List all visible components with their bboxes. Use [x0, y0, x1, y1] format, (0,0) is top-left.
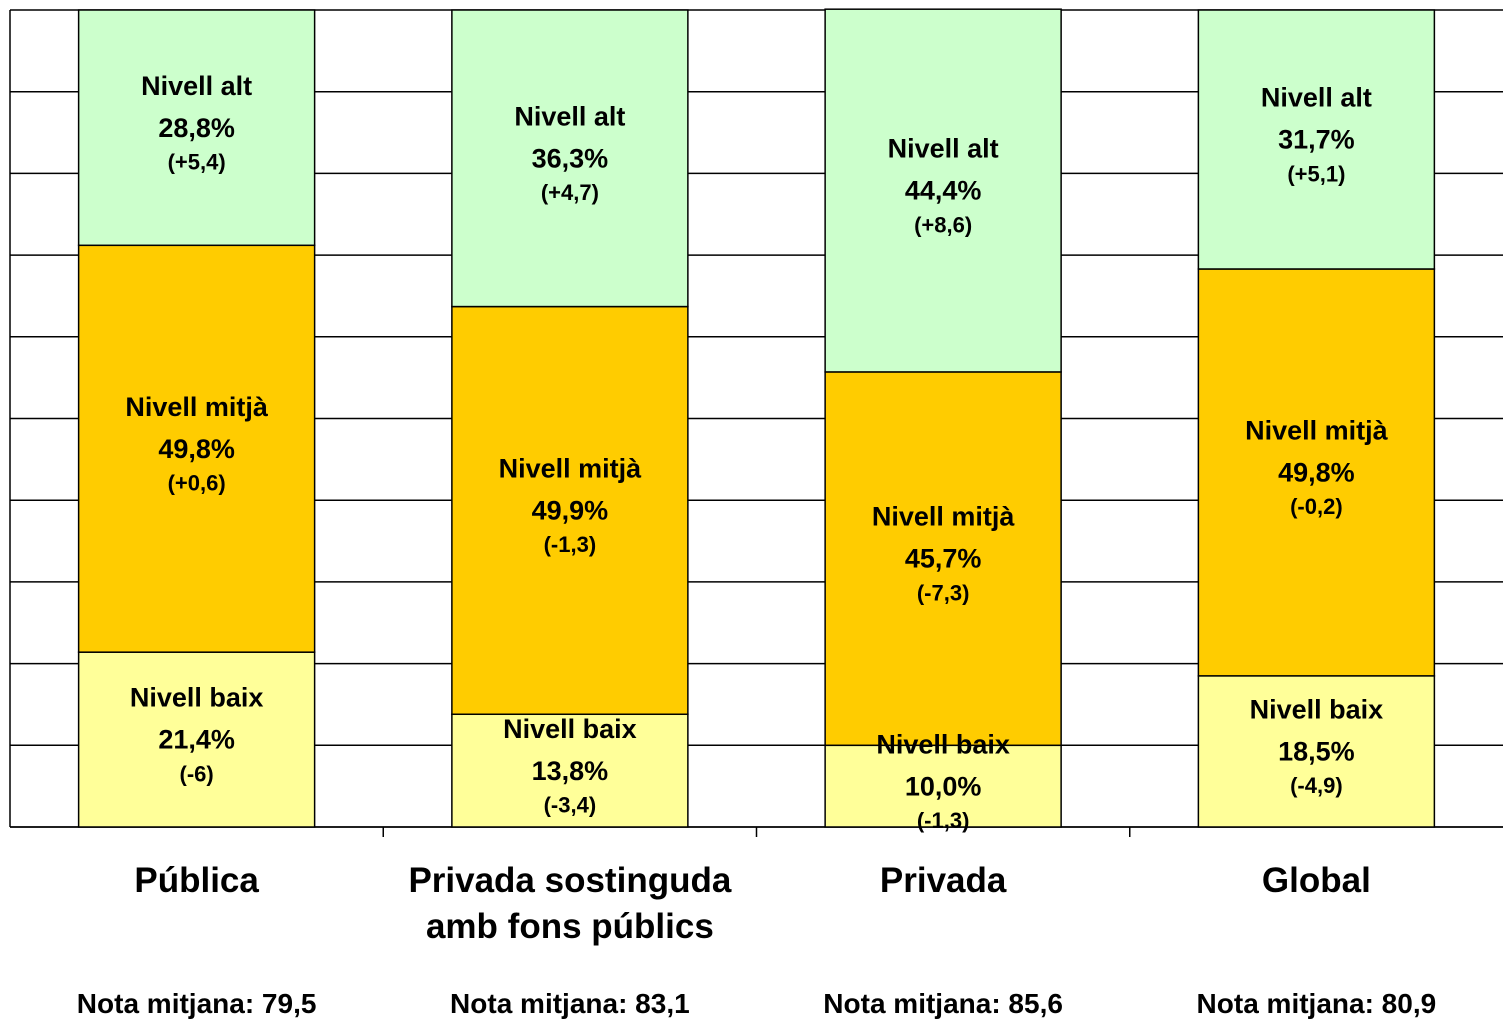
segment-name: Nivell mitjà — [499, 454, 643, 484]
change-label: (+0,6) — [168, 471, 226, 496]
segment-name: Nivell alt — [888, 134, 999, 164]
change-label: (-0,2) — [1290, 494, 1343, 519]
change-label: (+8,6) — [914, 212, 972, 237]
change-label: (-6) — [180, 761, 214, 786]
value-label: 13,8% — [532, 756, 609, 786]
x-tick-label: Privada — [879, 861, 1007, 900]
value-label: 21,4% — [158, 725, 235, 755]
bar-segment — [1197, 675, 1436, 828]
x-tick-label: Global — [1261, 861, 1371, 900]
value-label: 45,7% — [905, 544, 982, 574]
bar-segment — [451, 305, 689, 716]
average-note: Nota mitjana: 80,9 — [1196, 988, 1437, 1019]
x-tick-label: Privada sostinguda amb fons públics — [408, 861, 732, 946]
value-label: 28,8% — [158, 113, 235, 143]
segment-name: Nivell baix — [876, 729, 1010, 759]
segment-name: Nivell baix — [1250, 695, 1384, 725]
segment-name: Nivell alt — [514, 101, 625, 131]
bar-segment — [77, 9, 316, 247]
value-label: 18,5% — [1278, 737, 1355, 767]
average-note: Nota mitjana: 83,1 — [450, 988, 690, 1019]
value-label: 31,7% — [1278, 125, 1355, 155]
change-label: (+4,7) — [541, 180, 599, 205]
bar-segment — [77, 244, 316, 653]
bar-segment — [824, 744, 1062, 828]
segment-name: Nivell baix — [503, 714, 637, 744]
bar-segment — [824, 8, 1062, 373]
change-label: (-7,3) — [917, 580, 970, 605]
segment-name: Nivell mitjà — [872, 502, 1016, 532]
segment-name: Nivell baix — [130, 683, 264, 713]
change-label: (-1,3) — [544, 532, 597, 557]
segment-name: Nivell alt — [1261, 83, 1372, 113]
bar-segment — [824, 371, 1062, 747]
segment-name: Nivell alt — [141, 71, 252, 101]
bar-segment — [1197, 268, 1436, 677]
segment-name: Nivell mitjà — [1245, 416, 1389, 446]
average-note: Nota mitjana: 79,5 — [76, 988, 317, 1019]
change-label: (-3,4) — [544, 792, 597, 817]
value-label: 49,8% — [158, 434, 235, 464]
value-label: 49,8% — [1278, 458, 1355, 488]
change-label: (-1,3) — [917, 808, 970, 833]
bar-segment — [451, 9, 689, 308]
value-label: 44,4% — [905, 176, 982, 206]
change-label: (-4,9) — [1290, 773, 1343, 798]
bar-segment — [1197, 9, 1436, 270]
bar-segment — [77, 651, 316, 828]
change-label: (+5,4) — [168, 149, 226, 174]
average-note: Nota mitjana: 85,6 — [823, 988, 1063, 1019]
x-tick-label: Pública — [134, 861, 259, 900]
value-label: 10,0% — [905, 771, 982, 801]
segment-name: Nivell mitjà — [125, 392, 269, 422]
value-label: 36,3% — [532, 143, 609, 173]
bar-segment — [451, 713, 689, 828]
value-label: 49,9% — [532, 496, 609, 526]
change-label: (+5,1) — [1287, 161, 1345, 186]
